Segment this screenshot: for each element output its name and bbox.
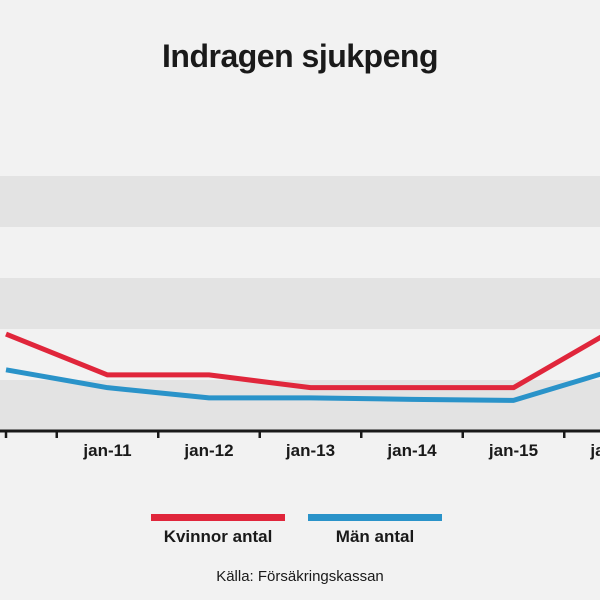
series-line-man (5, 367, 600, 403)
legend-label-man: Män antal (335, 527, 415, 546)
grid-band (0, 176, 600, 227)
legend: Kvinnor antal Män antal (0, 514, 600, 554)
chart-title: Indragen sjukpeng (162, 38, 438, 74)
legend-item-kvinnor: Kvinnor antal (151, 514, 291, 547)
x-tick-label: jan-11 (82, 441, 131, 460)
x-tick-label: jan-14 (386, 441, 437, 460)
legend-item-man: Män antal (308, 514, 448, 547)
legend-swatch-man (308, 514, 442, 521)
grid-band (0, 278, 600, 329)
source-note: Källa: Försäkringskassan (216, 568, 384, 585)
series-line-kvinnor (5, 331, 600, 391)
x-tick-label: jan-16 (589, 441, 600, 460)
x-tick-label: jan-12 (183, 441, 233, 460)
series-lines (5, 331, 600, 403)
grid-bands (0, 176, 600, 431)
x-tick-label: jan-15 (488, 441, 538, 460)
x-axis-ticks (4, 431, 566, 438)
x-tick-label: jan-13 (285, 441, 335, 460)
x-axis-tick-labels: jan-11 jan-12 jan-13 jan-14 jan-15 jan-16 (82, 441, 600, 460)
legend-label-kvinnor: Kvinnor antal (163, 527, 273, 546)
legend-swatch-kvinnor (151, 514, 285, 521)
